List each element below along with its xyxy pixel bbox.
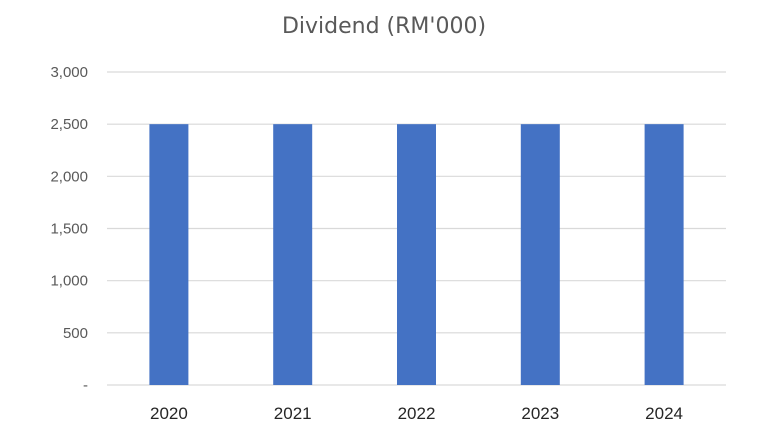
y-tick-label: 1,000 <box>50 273 88 290</box>
bar-2023 <box>520 124 560 386</box>
x-tick-label: 2020 <box>150 404 188 423</box>
chart-title: Dividend (RM'000) <box>281 14 487 39</box>
x-tick-label: 2021 <box>274 404 312 423</box>
bar-2021 <box>273 124 313 386</box>
x-tick-label: 2023 <box>521 404 559 423</box>
y-tick-label: 1,500 <box>50 221 88 238</box>
y-tick-label: 3,000 <box>50 64 88 81</box>
y-tick-label: - <box>83 377 88 394</box>
y-tick-label: 2,500 <box>50 116 88 133</box>
y-tick-label: 500 <box>63 325 88 342</box>
bar-2024 <box>644 124 684 386</box>
bar-2020 <box>149 124 189 386</box>
bar-2022 <box>397 124 436 386</box>
y-tick-label: 2,000 <box>50 168 88 185</box>
x-tick-label: 2024 <box>645 404 683 423</box>
x-tick-label: 2022 <box>398 404 436 423</box>
